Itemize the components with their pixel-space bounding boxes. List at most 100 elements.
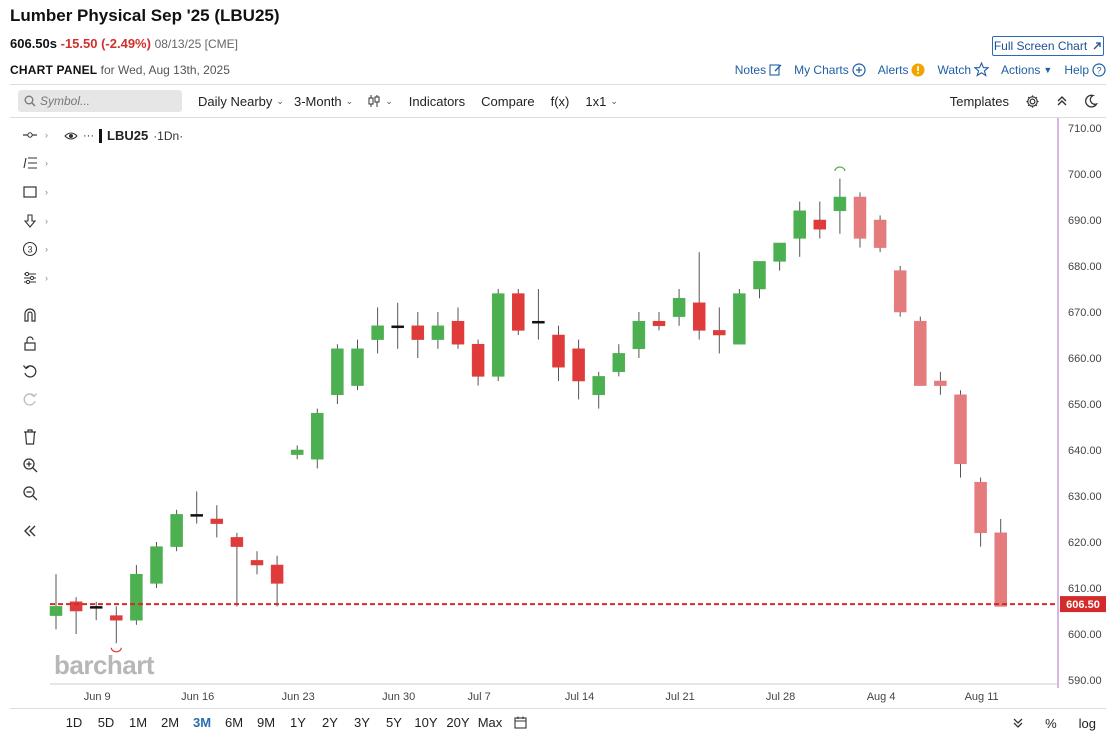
collapse-up-icon[interactable] [1056, 95, 1068, 107]
candle-body [210, 518, 224, 524]
range-button-6m[interactable]: 6M [224, 715, 244, 730]
y-tick-label: 680.00 [1068, 261, 1102, 273]
y-tick-label: 650.00 [1068, 399, 1102, 411]
legend-bar [99, 128, 102, 143]
my-charts-link[interactable]: My Charts [794, 63, 866, 77]
x-tick-label: Jun 16 [181, 691, 214, 703]
gear-icon[interactable] [1025, 94, 1040, 109]
chevron-double-down-icon[interactable] [1013, 718, 1023, 728]
watch-link[interactable]: Watch [937, 62, 990, 77]
more-dots-icon[interactable]: ··· [83, 129, 94, 142]
range-button-max[interactable]: Max [477, 715, 503, 730]
candle-body [974, 481, 987, 534]
watch-label: Watch [937, 62, 972, 77]
range-button-20y[interactable]: 20Y [446, 715, 470, 730]
chart-type-dropdown[interactable]: ⌄ [367, 94, 393, 108]
fx-button[interactable]: f(x) [550, 93, 570, 109]
candle-body [632, 320, 646, 350]
log-toggle[interactable]: log [1078, 715, 1096, 731]
plus-circle-icon [852, 62, 866, 77]
line-tool-icon[interactable]: › [12, 124, 48, 146]
y-tick-label: 620.00 [1068, 537, 1102, 549]
symbol-search-input[interactable]: Symbol... [18, 90, 182, 112]
pattern-tool-icon[interactable]: › [12, 267, 48, 289]
collapse-left-icon[interactable] [12, 520, 48, 542]
range-button-1y[interactable]: 1Y [290, 715, 306, 730]
magnet-icon[interactable] [12, 304, 48, 326]
full-screen-chart-label: Full Screen Chart [993, 39, 1088, 53]
unlock-icon[interactable] [12, 332, 48, 354]
candle-body [873, 219, 887, 248]
zoom-in-icon[interactable] [12, 454, 48, 476]
percent-toggle[interactable]: % [1045, 715, 1057, 731]
candle-body [250, 560, 264, 566]
layout-dropdown[interactable]: 1x1 ⌄ [585, 94, 618, 109]
range-button-5d[interactable]: 5D [97, 715, 115, 730]
candle-body [793, 210, 806, 239]
period-dropdown[interactable]: 3-Month ⌄ [294, 94, 353, 109]
candle-body [311, 412, 324, 460]
y-tick-label: 640.00 [1068, 445, 1102, 457]
price-chart[interactable]: 710.00 700.00 690.00 680.00 670.00 660.00 650.… [49, 118, 1108, 706]
candle-body [371, 325, 384, 340]
candle-body [110, 615, 123, 621]
fib-tool-icon[interactable]: › [12, 152, 48, 174]
candle-body [451, 320, 465, 345]
zoom-out-icon[interactable] [12, 482, 48, 504]
help-link[interactable]: Help ? [1064, 63, 1106, 77]
candle-body [290, 449, 304, 455]
calendar-icon[interactable] [514, 716, 527, 729]
range-button-10y[interactable]: 10Y [414, 715, 438, 730]
range-button-3y[interactable]: 3Y [354, 715, 370, 730]
layout-label: 1x1 [585, 93, 607, 109]
x-tick-label: Jul 21 [665, 691, 694, 703]
x-tick-label: Jul 14 [565, 691, 594, 703]
x-tick-label: Aug 4 [867, 691, 896, 703]
candle-body [89, 606, 103, 609]
help-circle-icon: ? [1092, 62, 1106, 77]
chart-panel-label: CHART PANEL [10, 63, 98, 77]
candle-body [331, 348, 344, 396]
star-icon [974, 62, 990, 77]
range-button-2y[interactable]: 2Y [322, 715, 338, 730]
caret-down-icon: ▼ [1043, 64, 1053, 75]
x-tick-label: Jul 7 [467, 691, 490, 703]
full-screen-chart-button[interactable]: Full Screen Chart [992, 36, 1104, 56]
eye-icon[interactable] [64, 131, 78, 141]
interval-dropdown[interactable]: Daily Nearby ⌄ [198, 94, 284, 109]
alerts-label: Alerts [877, 62, 909, 77]
x-tick-label: Aug 11 [965, 691, 999, 703]
undo-icon[interactable] [12, 360, 48, 382]
candle-body [934, 380, 947, 386]
range-button-5y[interactable]: 5Y [386, 715, 402, 730]
templates-button[interactable]: Templates [949, 93, 1009, 109]
trash-icon[interactable] [12, 426, 48, 448]
indicators-button[interactable]: Indicators [408, 93, 466, 109]
range-buttons: 1D 5D 1M 2M 3M 6M 9M 1Y 2Y 3Y 5Y 10Y 20Y Max [58, 715, 506, 730]
alerts-link[interactable]: Alerts [878, 63, 926, 77]
range-button-2m[interactable]: 2M [160, 715, 180, 730]
range-button-1m[interactable]: 1M [128, 715, 148, 730]
last-price-label: 606.50 [1066, 599, 1100, 611]
compare-button[interactable]: Compare [481, 93, 535, 109]
help-label: Help [1064, 62, 1089, 77]
range-button-3m[interactable]: 3M [192, 715, 212, 730]
candle-body [532, 320, 545, 324]
arrow-down-tool-icon[interactable]: › [12, 210, 48, 232]
legend-timeframe: ·1Dn· [153, 128, 184, 143]
redo-icon[interactable] [12, 388, 48, 410]
candle-body [230, 537, 244, 547]
candle-body [612, 353, 626, 373]
number-marker-icon[interactable]: 3 › [12, 238, 48, 260]
range-button-1d[interactable]: 1D [65, 715, 83, 730]
actions-menu[interactable]: Actions ▼ [1001, 63, 1052, 77]
rectangle-tool-icon[interactable]: › [12, 181, 48, 203]
y-tick-label: 690.00 [1068, 215, 1102, 227]
quote-line: 606.50s -15.50 (-2.49%) 08/13/25 [CME] [10, 36, 238, 51]
candle-body [733, 293, 746, 345]
notes-label: Notes [734, 62, 767, 77]
notes-link[interactable]: Notes [735, 63, 782, 77]
candle-body [813, 219, 827, 230]
range-button-9m[interactable]: 9M [256, 715, 276, 730]
dark-mode-moon-icon[interactable] [1084, 94, 1098, 108]
